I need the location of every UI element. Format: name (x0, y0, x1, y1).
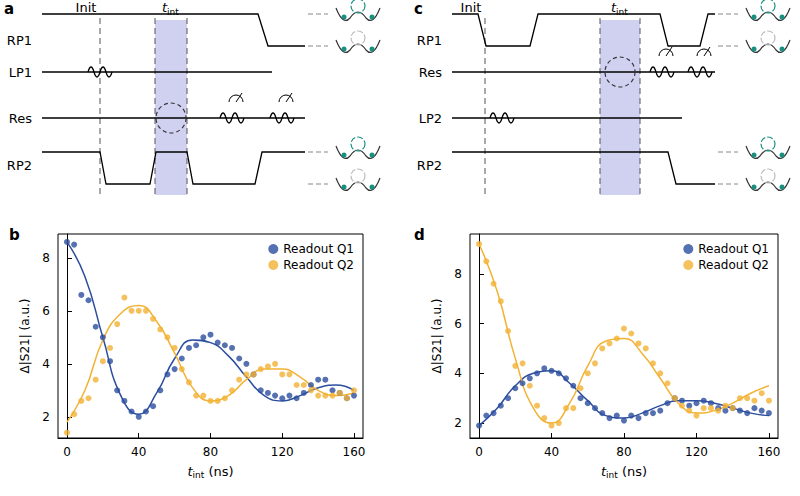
svg-text:Res: Res (419, 65, 442, 80)
svg-text:0: 0 (63, 445, 71, 459)
svg-text:RP2: RP2 (417, 158, 442, 173)
svg-text:80: 80 (616, 445, 631, 459)
svg-text:Res: Res (9, 111, 32, 126)
svg-text:Init: Init (461, 0, 482, 15)
svg-text:RP1: RP1 (7, 33, 32, 48)
svg-text:int: int (606, 470, 618, 480)
svg-text:Readout Q2: Readout Q2 (283, 258, 354, 272)
svg-text:Readout Q1: Readout Q1 (698, 242, 769, 256)
svg-text:2: 2 (454, 416, 462, 430)
svg-text:6: 6 (42, 304, 50, 318)
svg-text:LP2: LP2 (419, 111, 442, 126)
svg-text:t: t (187, 464, 193, 479)
svg-text:RP1: RP1 (417, 33, 442, 48)
svg-text:tint: tint (162, 0, 179, 17)
svg-text:Δ|S21| (a.u.): Δ|S21| (a.u.) (430, 299, 444, 374)
svg-text:80: 80 (203, 445, 218, 459)
svg-text:a: a (4, 0, 14, 18)
svg-text:d: d (414, 226, 425, 244)
svg-text:(ns): (ns) (618, 464, 647, 479)
svg-text:6: 6 (454, 317, 462, 331)
svg-text:Init: Init (76, 0, 97, 15)
svg-text:Δ|S21| (a.u.): Δ|S21| (a.u.) (18, 299, 32, 374)
svg-text:4: 4 (454, 366, 462, 380)
svg-text:2: 2 (42, 410, 50, 424)
svg-text:Readout Q2: Readout Q2 (698, 258, 769, 272)
svg-text:40: 40 (544, 445, 559, 459)
svg-text:b: b (9, 226, 20, 244)
svg-text:160: 160 (757, 445, 780, 459)
svg-text:LP1: LP1 (9, 65, 32, 80)
svg-text:120: 120 (271, 445, 294, 459)
svg-text:(ns): (ns) (204, 464, 233, 479)
svg-text:RP2: RP2 (7, 158, 32, 173)
svg-text:t: t (600, 464, 606, 479)
svg-text:0: 0 (475, 445, 483, 459)
svg-text:8: 8 (42, 251, 50, 265)
svg-text:40: 40 (131, 445, 146, 459)
svg-text:120: 120 (685, 445, 708, 459)
svg-text:int: int (193, 470, 205, 480)
svg-text:8: 8 (454, 267, 462, 281)
svg-text:tint: tint (611, 0, 628, 17)
svg-text:160: 160 (343, 445, 366, 459)
svg-text:c: c (414, 0, 423, 18)
svg-text:4: 4 (42, 357, 50, 371)
svg-text:Readout Q1: Readout Q1 (283, 242, 354, 256)
